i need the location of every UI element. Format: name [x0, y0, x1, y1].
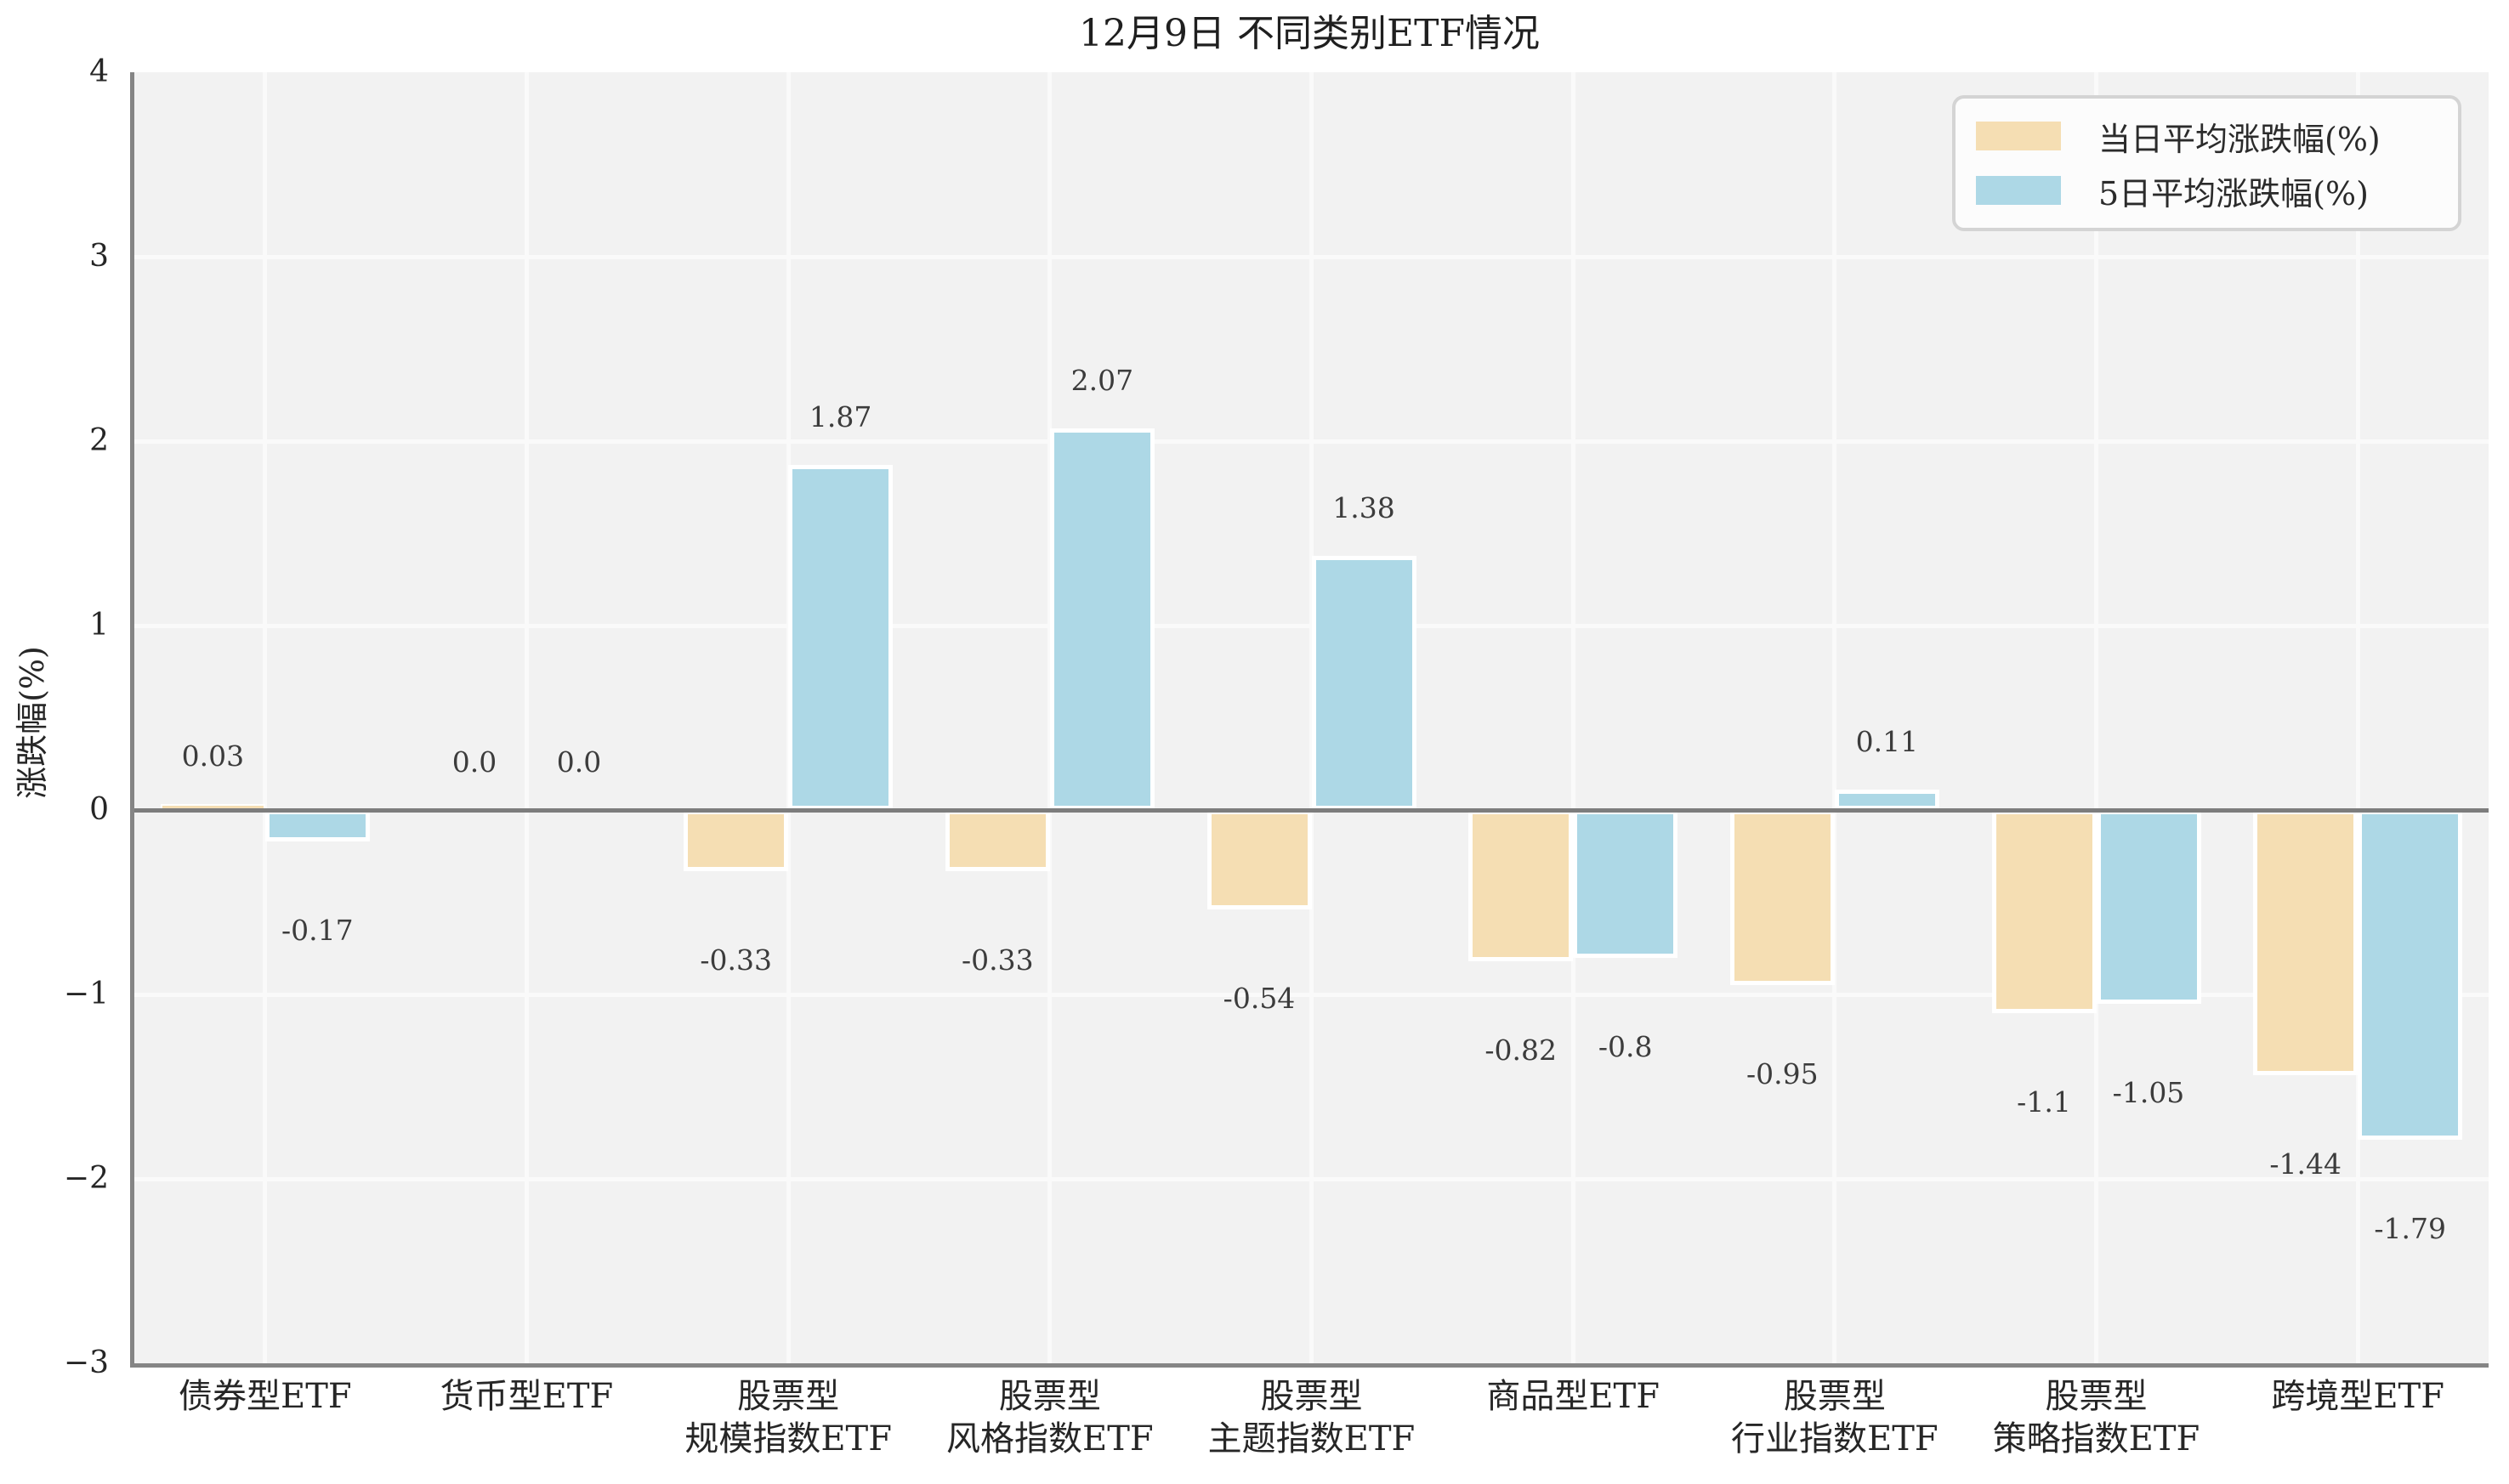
- legend-swatch-daily-avg: [1976, 122, 2061, 150]
- y-tick-label: 0: [89, 792, 109, 827]
- bar-0-8: [2253, 810, 2359, 1076]
- x-tick-label: 债券型ETF: [121, 1375, 410, 1418]
- y-tick-label: 1: [89, 608, 109, 643]
- plot-area: 0.03 0.0 -0.33 -0.33 -0.54 -0.82 -0.95 -1.1 -1.4…: [130, 72, 2489, 1368]
- bar-value-label: -0.17: [281, 913, 354, 947]
- gridline-v: [2355, 72, 2360, 1363]
- y-tick-label: 2: [89, 423, 109, 458]
- legend-label-5day-avg: 5日平均涨跌幅(%): [2098, 174, 2369, 212]
- bar-0-5: [1468, 810, 1574, 961]
- y-tick-label: −3: [63, 1345, 109, 1380]
- gridline-v: [525, 72, 529, 1363]
- bar-value-label: 2.07: [1070, 363, 1134, 397]
- x-tick-label: 货币型ETF: [383, 1375, 672, 1418]
- x-tick-label: 跨境型ETF: [2213, 1375, 2502, 1418]
- bar-1-3: [1049, 428, 1155, 810]
- legend-item-daily-avg: 当日平均涨跌幅(%): [1976, 116, 2438, 158]
- bar-value-label: -0.95: [1746, 1057, 1819, 1091]
- y-tick-label: 3: [89, 239, 109, 274]
- x-tick-label: 商品型ETF: [1428, 1375, 1717, 1418]
- bar-value-label: 0.03: [181, 739, 245, 773]
- y-tick-label: −2: [63, 1161, 109, 1196]
- x-tick-line: 债券型ETF: [179, 1377, 352, 1416]
- bar-value-label: 1.87: [809, 400, 872, 434]
- bar-0-6: [1729, 810, 1835, 986]
- x-tick-line: 行业指数ETF: [1731, 1419, 1939, 1459]
- x-tick-line: 股票型: [2045, 1377, 2148, 1416]
- bar-1-5: [1573, 810, 1678, 958]
- x-tick-line: 主题指数ETF: [1207, 1419, 1416, 1459]
- bar-1-2: [788, 465, 894, 810]
- bar-value-label: -1.05: [2112, 1075, 2185, 1109]
- bar-value-label: 0.11: [1855, 725, 1919, 759]
- legend: 当日平均涨跌幅(%) 5日平均涨跌幅(%): [1952, 95, 2461, 231]
- x-tick-label: 股票型 规模指数ETF: [644, 1375, 933, 1460]
- y-tick-label: 4: [89, 54, 109, 89]
- bar-1-4: [1311, 555, 1416, 810]
- x-tick-line: 策略指数ETF: [1992, 1419, 2200, 1459]
- bar-value-label: -0.82: [1484, 1033, 1557, 1067]
- bar-value-label: 1.38: [1332, 490, 1395, 524]
- x-tick-label: 股票型 策略指数ETF: [1952, 1375, 2241, 1460]
- bar-1-8: [2358, 810, 2463, 1141]
- bar-value-label: -1.44: [2269, 1147, 2342, 1181]
- x-tick-line: 商品型ETF: [1486, 1377, 1660, 1416]
- chart-title: 12月9日 不同类别ETF情况: [1079, 12, 1540, 55]
- x-tick-label: 股票型 行业指数ETF: [1690, 1375, 1979, 1460]
- bar-1-0: [264, 810, 370, 841]
- x-tick-line: 股票型: [1260, 1377, 1363, 1416]
- bar-value-label: -0.33: [700, 943, 772, 977]
- bar-value-label: -0.54: [1223, 982, 1296, 1016]
- bar-value-label: -0.33: [962, 943, 1034, 977]
- bar-0-2: [684, 810, 789, 871]
- legend-item-5day-avg: 5日平均涨跌幅(%): [1976, 170, 2438, 212]
- x-tick-line: 风格指数ETF: [946, 1419, 1154, 1459]
- x-tick-line: 股票型: [737, 1377, 840, 1416]
- x-tick-line: 规模指数ETF: [684, 1419, 892, 1459]
- x-tick-label: 股票型 风格指数ETF: [905, 1375, 1195, 1460]
- bar-0-3: [945, 810, 1050, 871]
- bar-0-4: [1206, 810, 1312, 910]
- bar-value-label: -0.8: [1598, 1029, 1653, 1063]
- x-tick-line: 股票型: [998, 1377, 1101, 1416]
- gridline-v: [2094, 72, 2098, 1363]
- gridline-v: [1832, 72, 1837, 1363]
- x-tick-label: 股票型 主题指数ETF: [1167, 1375, 1456, 1460]
- legend-swatch-5day-avg: [1976, 176, 2061, 205]
- zero-line: [134, 807, 2489, 813]
- gridline-v: [263, 72, 268, 1363]
- bar-0-7: [1991, 810, 2097, 1013]
- bar-value-label: -1.1: [2017, 1085, 2071, 1119]
- y-tick-label: −1: [63, 977, 109, 1011]
- x-tick-line: 股票型: [1783, 1377, 1886, 1416]
- bar-1-7: [2096, 810, 2201, 1004]
- legend-label-daily-avg: 当日平均涨跌幅(%): [2098, 120, 2381, 158]
- bar-value-label: -1.79: [2374, 1212, 2446, 1246]
- bar-value-label: 0.0: [451, 745, 497, 779]
- x-tick-line: 货币型ETF: [440, 1377, 614, 1416]
- gridline-v: [1570, 72, 1575, 1363]
- bar-value-label: 0.0: [556, 745, 602, 779]
- x-tick-line: 跨境型ETF: [2271, 1377, 2444, 1416]
- bar-1-6: [1834, 790, 1939, 810]
